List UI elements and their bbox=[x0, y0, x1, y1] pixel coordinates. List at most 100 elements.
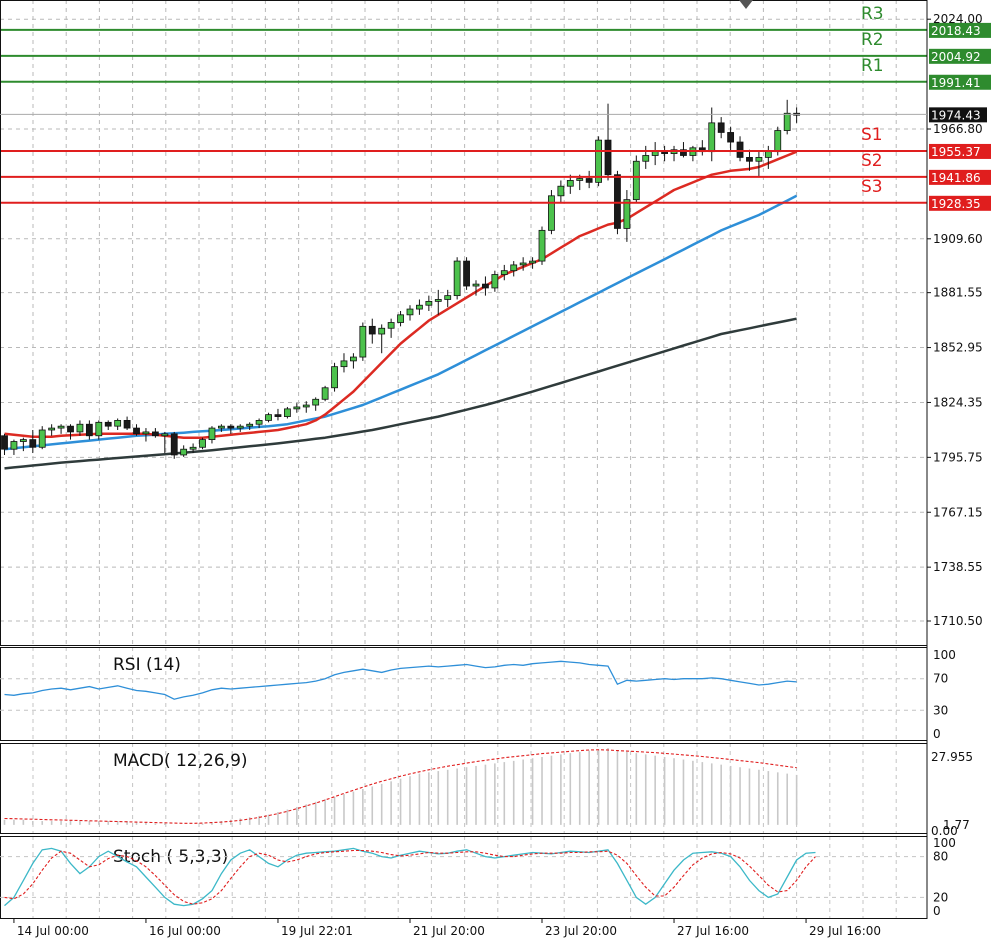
candle-body bbox=[68, 426, 74, 432]
candle-body bbox=[360, 326, 366, 357]
candle-body bbox=[369, 326, 375, 334]
level-name-r3: R3 bbox=[861, 4, 884, 24]
level-price-r1: 1991.41 bbox=[931, 76, 981, 90]
candle-body bbox=[492, 275, 498, 288]
candle-body bbox=[86, 424, 92, 436]
candle-body bbox=[775, 131, 781, 152]
rsi-level-label: 0 bbox=[933, 727, 941, 741]
candle-body bbox=[30, 440, 36, 448]
candle-body bbox=[426, 301, 432, 305]
price-tick-label: 1824.35 bbox=[933, 395, 983, 409]
candle-body bbox=[200, 440, 206, 448]
candle-body bbox=[162, 434, 168, 436]
time-tick-label: 19 Jul 22:01 bbox=[281, 924, 353, 938]
candle-body bbox=[558, 186, 564, 196]
candle-body bbox=[294, 407, 300, 409]
level-price-r2: 2004.92 bbox=[931, 50, 981, 64]
level-name-s1: S1 bbox=[861, 125, 883, 145]
level-name-s3: S3 bbox=[861, 177, 883, 197]
candle-body bbox=[209, 428, 215, 440]
candle-body bbox=[341, 361, 347, 367]
candle-body bbox=[784, 113, 790, 130]
candle-body bbox=[548, 196, 554, 231]
price-tick-label: 2024.00 bbox=[933, 12, 983, 26]
candle-body bbox=[2, 436, 8, 449]
candle-body bbox=[746, 157, 752, 161]
price-tick-label: 1767.15 bbox=[933, 505, 983, 519]
price-tick-label: 1710.50 bbox=[933, 614, 983, 628]
candle-body bbox=[398, 315, 404, 323]
candle-body bbox=[765, 152, 771, 158]
candle-body bbox=[416, 305, 422, 309]
candle-body bbox=[322, 388, 328, 400]
price-tick-label: 1966.80 bbox=[933, 122, 983, 136]
candle-body bbox=[58, 426, 64, 428]
candle-body bbox=[228, 426, 234, 428]
candle-body bbox=[275, 415, 281, 417]
candle-body bbox=[152, 432, 158, 436]
level-price-s3: 1928.35 bbox=[931, 197, 981, 211]
candle-body bbox=[530, 261, 536, 263]
price-tick-label: 1852.95 bbox=[933, 341, 983, 355]
level-name-r2: R2 bbox=[861, 30, 884, 50]
macd-tick-label: 27.955 bbox=[931, 750, 973, 764]
candle-body bbox=[171, 434, 177, 455]
candle-body bbox=[737, 142, 743, 157]
time-tick-label: 21 Jul 20:00 bbox=[413, 924, 485, 938]
candle-body bbox=[96, 422, 102, 435]
candle-body bbox=[143, 432, 149, 434]
time-tick-label: 29 Jul 16:00 bbox=[809, 924, 881, 938]
price-tick-label: 1909.60 bbox=[933, 232, 983, 246]
price-tick-label: 1881.55 bbox=[933, 286, 983, 300]
candle-body bbox=[728, 132, 734, 142]
candle-body bbox=[473, 284, 479, 286]
candle-body bbox=[577, 179, 583, 181]
candle-body bbox=[11, 442, 17, 450]
candle-body bbox=[303, 405, 309, 407]
stoch-level-label: 20 bbox=[933, 890, 948, 904]
macd-title: MACD( 12,26,9) bbox=[113, 751, 248, 771]
candle-body bbox=[539, 230, 545, 261]
candle-body bbox=[313, 399, 319, 405]
candle-body bbox=[77, 424, 83, 432]
candle-body bbox=[633, 161, 639, 199]
candle-body bbox=[454, 261, 460, 296]
candle-body bbox=[567, 180, 573, 186]
candle-body bbox=[501, 271, 507, 275]
candle-body bbox=[20, 440, 26, 442]
current-price-label: 1974.43 bbox=[931, 108, 981, 122]
level-price-s1: 1955.37 bbox=[931, 145, 981, 159]
candle-body bbox=[756, 157, 762, 161]
candle-body bbox=[115, 420, 121, 426]
candle-body bbox=[350, 357, 356, 361]
candle-body bbox=[445, 296, 451, 300]
candle-body bbox=[237, 426, 243, 428]
level-name-s2: S2 bbox=[861, 151, 883, 171]
candle-body bbox=[134, 428, 140, 434]
candle-body bbox=[190, 447, 196, 449]
candle-body bbox=[520, 263, 526, 265]
time-tick-label: 14 Jul 00:00 bbox=[17, 924, 89, 938]
candle-body bbox=[643, 155, 649, 161]
candle-body bbox=[181, 449, 187, 455]
candle-body bbox=[709, 123, 715, 152]
candle-body bbox=[511, 265, 517, 271]
rsi-level-label: 30 bbox=[933, 703, 948, 717]
candle-body bbox=[464, 261, 470, 286]
candle-body bbox=[218, 426, 224, 428]
candle-body bbox=[124, 420, 130, 428]
candle-body bbox=[407, 309, 413, 315]
price-tick-label: 1795.75 bbox=[933, 450, 983, 464]
candle-body bbox=[435, 299, 441, 301]
price-tick-label: 1738.55 bbox=[933, 560, 983, 574]
candle-body bbox=[614, 175, 620, 229]
stoch-level-label: 100 bbox=[933, 836, 956, 850]
time-tick-label: 27 Jul 16:00 bbox=[677, 924, 749, 938]
candle-body bbox=[284, 409, 290, 417]
candle-body bbox=[388, 323, 394, 329]
candle-body bbox=[482, 284, 488, 288]
rsi-level-label: 70 bbox=[933, 672, 948, 686]
candle-body bbox=[105, 422, 111, 426]
